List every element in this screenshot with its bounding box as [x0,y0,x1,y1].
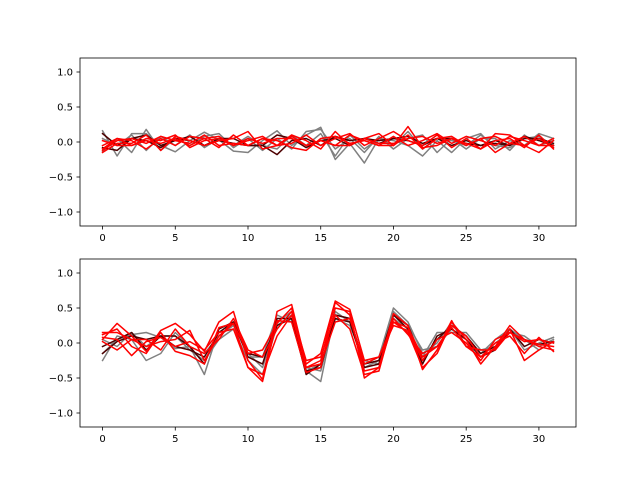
x-tick-label: 30 [533,233,546,244]
x-tick-label: 5 [172,434,178,445]
x-tick-label: 0 [99,434,105,445]
plots: 0 5 10 15 20 25 30 −1.0 −0.5 0.0 0.5 1.0 0 5 10 15 20 25 3… [49,57,577,445]
series-line-8 [101,130,555,151]
y-tick-label: 1.0 [57,269,73,280]
series-line-10 [101,314,555,376]
y-tick-label: −0.5 [49,173,73,184]
y-tick-label: −1.0 [49,409,73,420]
y-tick-label: 0.5 [57,304,73,315]
y-tick-label: 1.0 [57,68,73,79]
series-group [101,125,555,164]
x-tick-label: 25 [460,233,473,244]
x-tick-label: 5 [172,233,178,244]
x-tick-label: 25 [460,434,473,445]
x-tick-label: 15 [314,233,327,244]
series-line-9 [101,310,555,376]
y-tick-label: −0.5 [49,374,73,385]
series-group [101,300,555,383]
series-line-8 [101,301,555,372]
x-tick-label: 10 [242,233,255,244]
x-tick-label: 10 [242,434,255,445]
x-tick-label: 15 [314,434,327,445]
y-tick-label: 0.5 [57,103,73,114]
series-line-10 [101,135,555,149]
x-tick-label: 20 [387,434,400,445]
x-tick-label: 30 [533,434,546,445]
subplot-1: 0 5 10 15 20 25 30 −1.0 −0.5 0.0 0.5 1.0 [49,57,577,244]
y-tick-label: −1.0 [49,208,73,219]
x-tick-label: 20 [387,233,400,244]
x-tick-label: 0 [99,233,105,244]
y-tick-label: 0.0 [57,339,73,350]
y-tick-label: 0.0 [57,138,73,149]
series-line-6 [101,300,555,381]
subplot-2: 0 5 10 15 20 25 30 −1.0 −0.5 0.0 0.5 1.0 [49,258,577,445]
